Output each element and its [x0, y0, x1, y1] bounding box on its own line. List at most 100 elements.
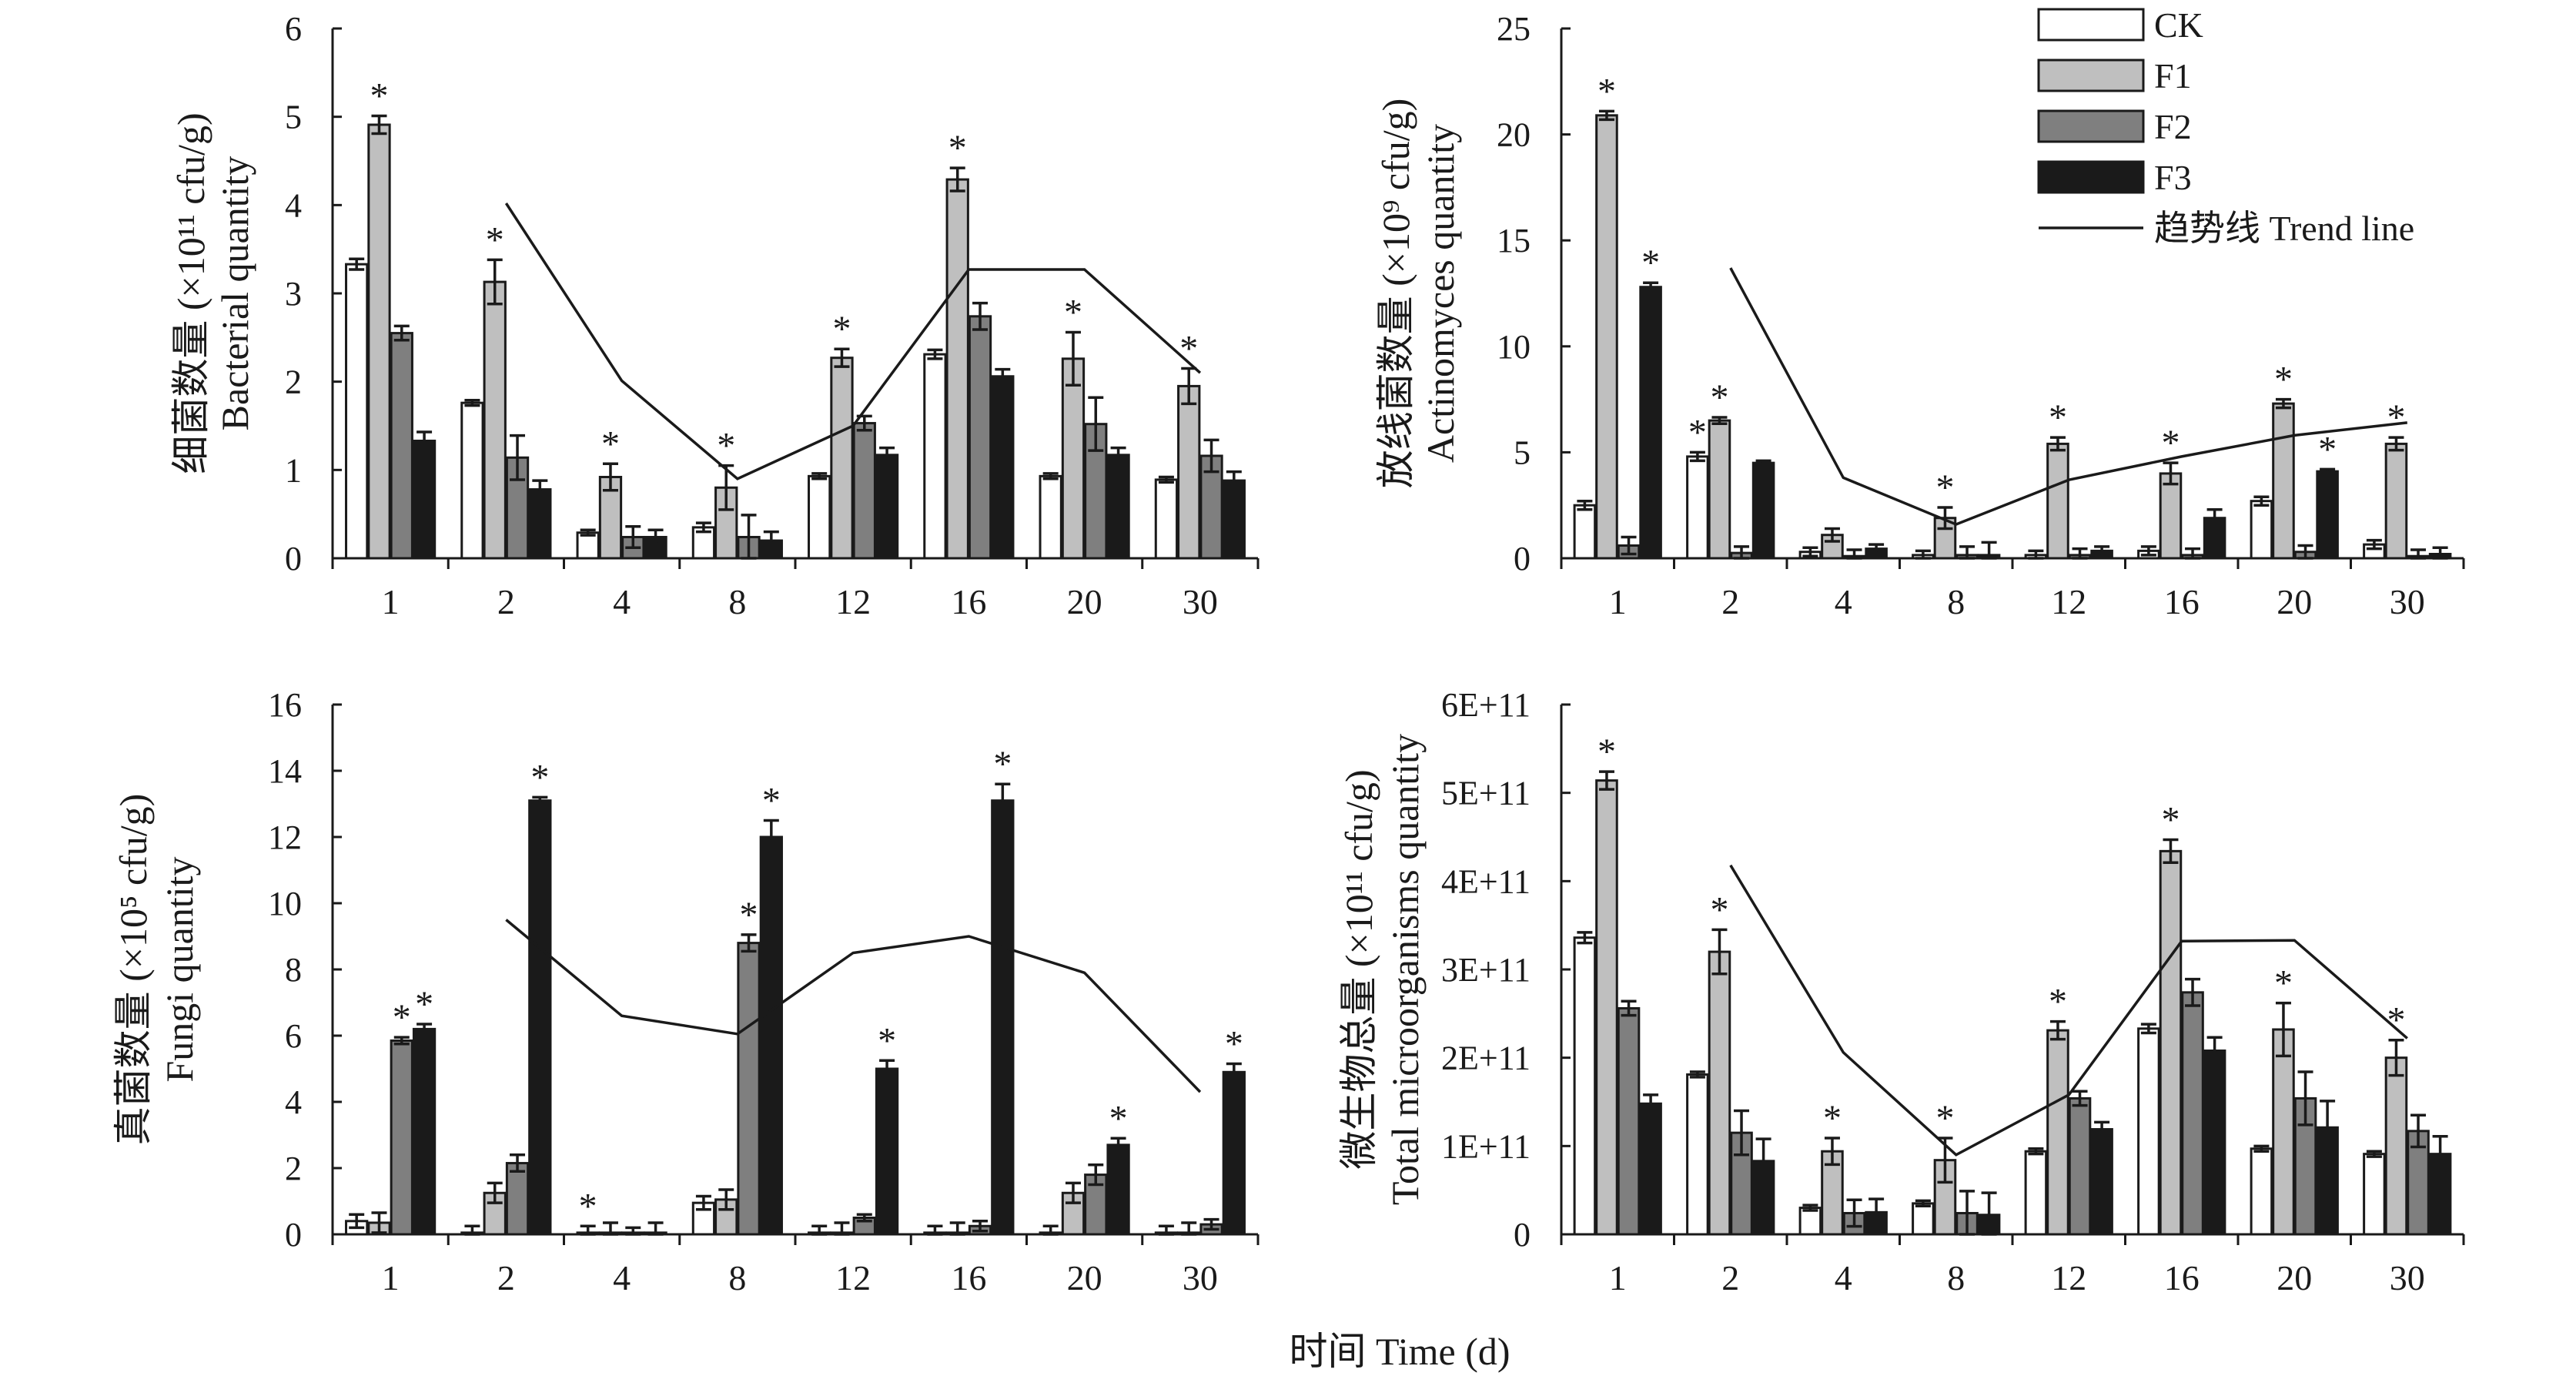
significance-star: *: [2318, 429, 2337, 470]
x-tick-label: 30: [1183, 582, 1218, 621]
x-tick-label: 4: [1835, 582, 1852, 621]
y-tick-label: 10: [1497, 328, 1531, 366]
y-tick-label: 5: [1514, 434, 1531, 471]
significance-star: *: [1225, 1024, 1243, 1065]
y-tick-label: 10: [268, 885, 302, 922]
significance-star: *: [1823, 1098, 1842, 1139]
x-tick-label: 2: [497, 1258, 515, 1297]
significance-star: *: [601, 424, 620, 464]
bar-f2: [2068, 1096, 2092, 1236]
x-tick-label: 12: [835, 1258, 871, 1297]
legend-label-f2: F2: [2154, 107, 2192, 146]
significance-star: *: [393, 997, 411, 1038]
legend-label-ck: CK: [2154, 5, 2203, 45]
bar-f3: [875, 1067, 899, 1236]
bar-f3: [875, 454, 899, 560]
x-tick-label: 30: [2390, 1258, 2425, 1297]
bar-ck: [576, 531, 600, 560]
bar-ck: [460, 401, 484, 560]
x-tick-label: 8: [728, 1258, 746, 1297]
x-tick-label: 30: [2390, 582, 2425, 621]
significance-star: *: [415, 984, 433, 1025]
significance-star: *: [1109, 1098, 1128, 1139]
y-tick-label: 3E+11: [1441, 951, 1531, 989]
significance-star: *: [2274, 360, 2293, 400]
y-tick-label: 2: [285, 363, 302, 401]
legend-label-f3: F3: [2154, 158, 2192, 197]
y-tick-label: 15: [1497, 222, 1531, 259]
x-tick-label: 12: [835, 582, 871, 621]
y-tick-label: 12: [268, 819, 302, 856]
x-tick-label: 1: [382, 1258, 400, 1297]
x-tick-label: 8: [1947, 1258, 1965, 1297]
y-tick-label: 6: [285, 1017, 302, 1055]
bar-f1: [1177, 384, 1201, 560]
bar-f1: [1708, 950, 1731, 1236]
bar-f1: [1595, 114, 1618, 560]
y-tick-label: 4: [285, 186, 302, 224]
bar-f3: [991, 799, 1015, 1236]
y-axis-label-en: Total microorganisms quantity: [1383, 734, 1427, 1205]
bar-f1: [2384, 442, 2408, 560]
bar-f3: [412, 439, 437, 560]
bar-f3: [1222, 1070, 1246, 1236]
y-tick-label: 0: [285, 540, 302, 578]
y-tick-label: 5E+11: [1441, 775, 1531, 812]
y-tick-label: 4E+11: [1441, 862, 1531, 900]
bar-f1: [2046, 1029, 2069, 1236]
bar-f1: [1708, 419, 1731, 560]
bar-ck: [2250, 500, 2273, 560]
significance-star: *: [1064, 292, 1082, 333]
legend-swatch-f1: [2037, 59, 2145, 92]
trend-line: [1729, 267, 2407, 526]
bar-f1: [945, 178, 969, 560]
bar-ck: [2363, 1153, 2386, 1236]
bar-f1: [2159, 849, 2183, 1236]
y-tick-label: 16: [268, 686, 302, 724]
bar-ck: [1686, 1073, 1709, 1236]
trend-line: [504, 203, 1202, 480]
y-tick-label: 1: [285, 451, 302, 489]
bar-ck: [2024, 1150, 2048, 1236]
bar-f1: [2159, 472, 2183, 560]
bar-f2: [505, 1162, 530, 1236]
trend-line: [1729, 864, 2408, 1157]
bar-f1: [2384, 1056, 2408, 1236]
y-tick-label: 1E+11: [1441, 1127, 1531, 1165]
y-tick-label: 25: [1497, 10, 1531, 48]
bar-f1: [1595, 779, 1618, 1236]
significance-star: *: [1597, 732, 1616, 772]
x-tick-label: 16: [2164, 582, 2200, 621]
bar-ck: [1912, 1202, 1935, 1236]
legend-label-f1: F1: [2154, 56, 2192, 95]
x-tick-label: 12: [2051, 1258, 2086, 1297]
significance-star: *: [717, 426, 735, 467]
bar-f2: [390, 332, 413, 560]
bar-ck: [1154, 478, 1179, 560]
bar-f1: [483, 280, 507, 560]
bar-f3: [1106, 454, 1130, 560]
bar-f3: [1639, 1102, 1662, 1236]
bar-f2: [968, 315, 992, 560]
y-tick-label: 6E+11: [1441, 686, 1531, 724]
bar-f3: [2316, 470, 2339, 560]
bar-f3: [1751, 461, 1775, 560]
x-tick-label: 16: [951, 582, 986, 621]
y-tick-label: 8: [285, 951, 302, 989]
bar-f3: [2090, 1128, 2113, 1236]
bar-ck: [923, 353, 947, 560]
x-tick-label: 20: [2277, 1258, 2312, 1297]
bar-ck: [1039, 474, 1062, 560]
x-tick-label: 4: [613, 582, 631, 621]
x-tick-label: 16: [2164, 1258, 2200, 1297]
bar-f3: [759, 835, 783, 1236]
y-tick-label: 6: [285, 10, 302, 48]
bar-ck: [1686, 455, 1709, 560]
legend-swatch-ck: [2037, 8, 2145, 42]
significance-star: *: [948, 128, 967, 169]
x-tick-label: 2: [1721, 1258, 1739, 1297]
significance-star: *: [2387, 397, 2405, 438]
x-tick-label: 12: [2051, 582, 2086, 621]
